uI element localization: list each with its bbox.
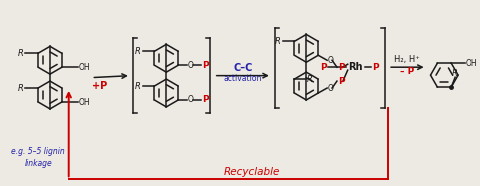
Text: Recyclable: Recyclable — [224, 167, 280, 177]
Text: P: P — [202, 61, 208, 70]
Text: OH: OH — [466, 59, 478, 68]
Text: R: R — [135, 47, 141, 56]
Text: P: P — [202, 95, 208, 105]
Text: R: R — [452, 69, 458, 78]
Text: P: P — [320, 63, 327, 72]
Text: P: P — [338, 77, 345, 86]
Text: H₂, H⁺: H₂, H⁺ — [395, 55, 420, 64]
Text: P: P — [372, 63, 379, 72]
Text: O: O — [328, 84, 334, 93]
Text: Rh: Rh — [348, 62, 363, 72]
Text: OH: OH — [79, 98, 90, 107]
Text: R: R — [17, 49, 23, 58]
Text: R: R — [135, 81, 141, 91]
Text: P: P — [338, 63, 345, 72]
Text: activation: activation — [224, 74, 262, 83]
Text: R: R — [17, 84, 23, 93]
Text: C–C: C–C — [233, 63, 252, 73]
Text: R: R — [275, 37, 280, 46]
Text: – P: – P — [400, 67, 414, 76]
Text: +P: +P — [92, 81, 107, 91]
Text: O: O — [188, 61, 194, 70]
Text: R: R — [307, 75, 313, 84]
Text: O: O — [328, 56, 334, 65]
Text: OH: OH — [79, 63, 90, 72]
Text: O: O — [188, 95, 194, 105]
Text: e.g. 5–5 lignin
linkage: e.g. 5–5 lignin linkage — [12, 147, 65, 168]
